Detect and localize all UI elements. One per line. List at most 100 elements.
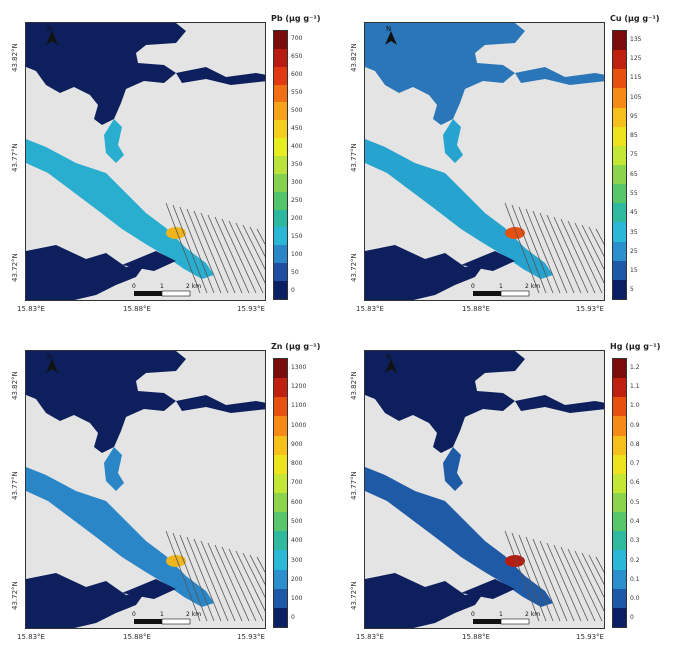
legend-tick-label: 1.2 <box>630 363 640 371</box>
legend-swatch <box>613 359 626 379</box>
map-frame: N 0 1 2 km <box>364 350 605 629</box>
concentration-hotspot <box>505 555 525 567</box>
legend-tick-label: 1200 <box>291 382 307 390</box>
legend-tick-label: 350 <box>291 161 303 168</box>
latitude-label: 43.77°N <box>350 143 358 172</box>
latitude-label: 43.72°N <box>350 581 358 610</box>
scale-label: 0 <box>132 283 136 290</box>
scale-bar: 0 1 2 km <box>132 611 201 625</box>
legend-swatch <box>613 145 626 165</box>
legend-title: Zn (μg g⁻¹) <box>271 342 321 351</box>
upper-basin <box>365 351 525 453</box>
legend-swatch <box>274 378 287 398</box>
east-arm <box>515 395 604 413</box>
legend-swatch <box>274 66 287 85</box>
legend-tick-label: 125 <box>630 54 642 62</box>
legend-tick-label: 0.5 <box>630 498 640 506</box>
legend-tick-label: 1.1 <box>630 382 640 390</box>
legend-swatch <box>274 569 287 589</box>
legend-swatch <box>613 531 626 551</box>
scale-label: 2 km <box>186 611 201 618</box>
map-frame: N 0 1 2 km <box>25 22 266 301</box>
legend-tick-label: 0.4 <box>630 517 640 525</box>
legend-tick-label: 0.0 <box>630 595 640 603</box>
legend-swatch <box>274 473 287 493</box>
legend-swatch <box>613 222 626 242</box>
scale-label: 0 <box>471 283 475 290</box>
legend-tick-label: 0.9 <box>630 421 640 429</box>
east-arm <box>176 67 265 85</box>
legend-swatch <box>613 588 626 608</box>
scale-label: 2 km <box>186 283 201 290</box>
estuary-channel <box>26 139 214 279</box>
legend-swatch <box>613 473 626 493</box>
legend-swatch <box>613 492 626 513</box>
upper-basin <box>26 351 186 453</box>
legend-tick-label: 650 <box>291 53 303 60</box>
legend-swatch <box>613 260 626 280</box>
legend-tick-label: 1.0 <box>630 402 640 410</box>
legend-tick-label: 135 <box>630 35 642 43</box>
legend-tick-label: 1300 <box>291 363 307 371</box>
connecting-strait <box>104 119 124 163</box>
legend-tick-label: 0.8 <box>630 440 640 448</box>
legend-tick-label: 45 <box>630 209 638 217</box>
longitude-label: 15.88°E <box>123 305 151 313</box>
legend-tick-label: 0 <box>630 614 634 622</box>
hatched-zone <box>165 202 265 294</box>
legend-swatch <box>274 531 287 551</box>
legend-tick-label: 700 <box>291 35 303 42</box>
legend-swatch <box>274 102 287 121</box>
south-inlet <box>461 579 515 599</box>
legend-swatch <box>613 512 626 532</box>
legend-tick-label: 100 <box>291 251 303 258</box>
latitude-label: 43.82°N <box>11 371 19 400</box>
legend-tick-label: 5 <box>630 286 634 294</box>
legend-swatch <box>613 50 626 70</box>
longitude-label: 15.83°E <box>356 305 384 313</box>
legend-swatch <box>613 88 626 108</box>
southwest-bay <box>365 245 485 300</box>
svg-text:N: N <box>47 25 52 33</box>
legend-tick-label: 900 <box>291 440 303 448</box>
scale-bar: 0 1 2 km <box>471 611 540 625</box>
legend-swatch <box>274 359 287 379</box>
legend-swatch <box>274 492 287 513</box>
legend-title: Cu (μg g⁻¹) <box>610 14 660 23</box>
legend-swatch <box>613 69 626 89</box>
north-arrow-icon: N <box>385 353 397 373</box>
legend-swatch <box>274 512 287 532</box>
legend-swatch <box>274 607 287 627</box>
svg-text:N: N <box>386 353 391 361</box>
scale-bar: 0 1 2 km <box>471 283 540 297</box>
legend-swatch <box>613 241 626 261</box>
longitude-label: 15.83°E <box>17 633 45 641</box>
legend-swatch <box>613 126 626 146</box>
upper-basin <box>365 23 525 125</box>
legend-swatch <box>274 48 287 67</box>
latitude-label: 43.82°N <box>11 43 19 72</box>
legend-swatch <box>274 397 287 417</box>
longitude-label: 15.83°E <box>17 305 45 313</box>
legend-tick-label: 550 <box>291 89 303 96</box>
hatched-zone <box>165 530 265 622</box>
svg-text:N: N <box>47 353 52 361</box>
scale-bar: 0 1 2 km <box>132 283 201 297</box>
east-arm <box>176 395 265 413</box>
legend-tick-label: 1000 <box>291 421 307 429</box>
south-inlet <box>122 251 176 271</box>
legend-tick-label: 35 <box>630 228 638 236</box>
longitude-label: 15.93°E <box>576 305 604 313</box>
legend-swatch <box>274 435 287 455</box>
lake-map: N 0 1 2 km <box>365 23 604 300</box>
latitude-label: 43.77°N <box>11 471 19 500</box>
scale-label: 1 <box>160 283 164 290</box>
legend-tick-label: 150 <box>291 233 303 240</box>
map-frame: N 0 1 2 km <box>25 350 266 629</box>
legend-swatch <box>613 31 626 51</box>
legend-tick-label: 0.2 <box>630 556 640 564</box>
legend-tick-label: 250 <box>291 197 303 204</box>
legend-tick-label: 200 <box>291 575 303 583</box>
connecting-strait <box>104 447 124 491</box>
legend-swatch <box>274 245 287 264</box>
